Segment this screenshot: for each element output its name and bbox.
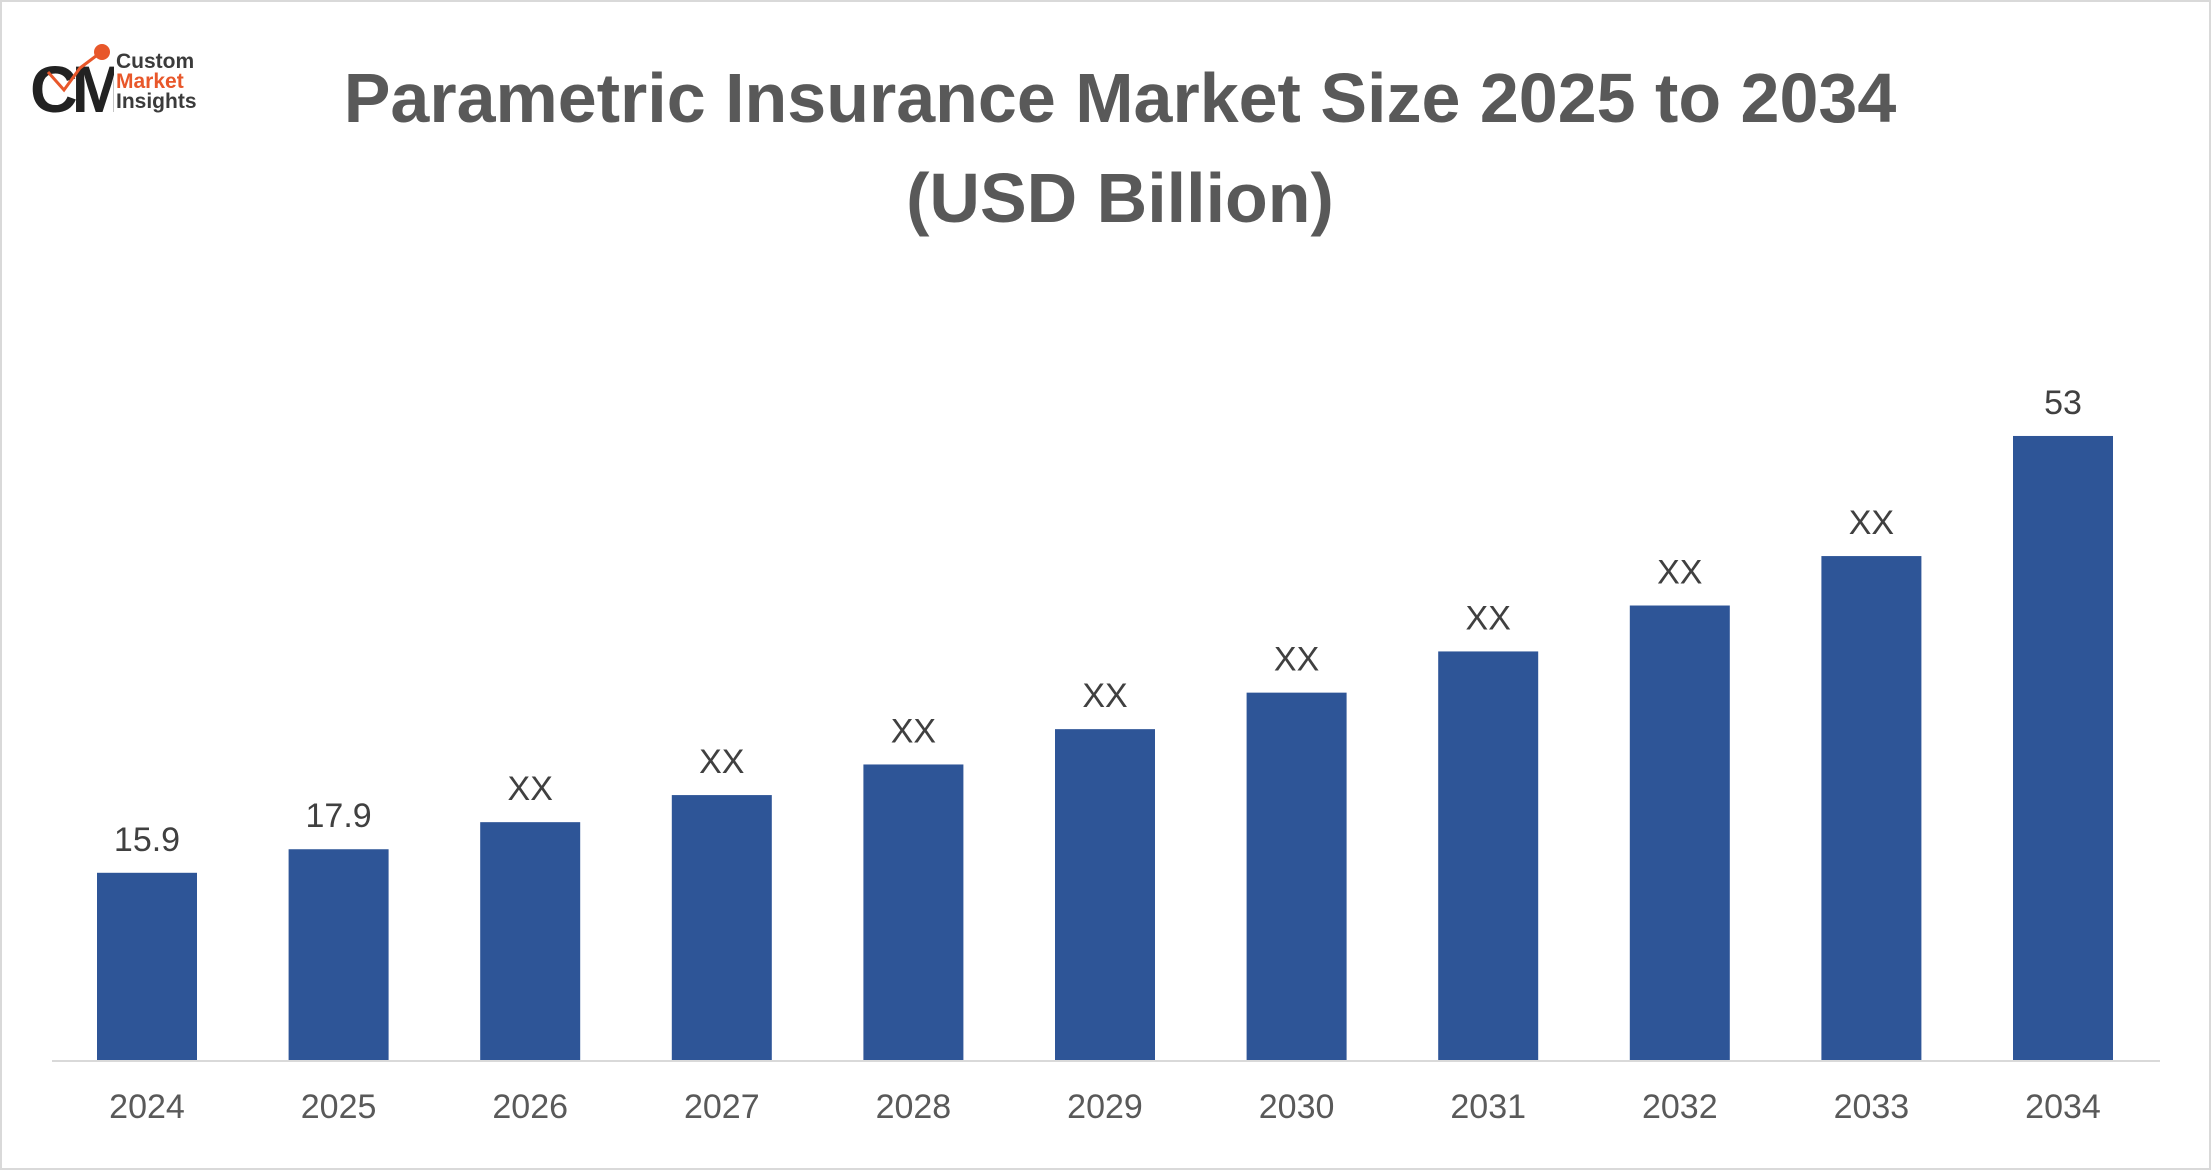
chart-title: Parametric Insurance Market Size 2025 to…	[343, 59, 1897, 137]
x-tick-label-2028: 2028	[876, 1088, 952, 1126]
bar-2028	[863, 764, 964, 1060]
x-tick-label-2030: 2030	[1259, 1088, 1335, 1126]
data-label-2028: XX	[891, 712, 936, 750]
bar-2029	[1055, 729, 1155, 1060]
bar-2034	[2013, 435, 2113, 1060]
logo-text-line1: Custom	[116, 50, 195, 73]
bar-2031	[1438, 651, 1539, 1060]
bar-2025	[288, 849, 389, 1060]
data-label-2032: XX	[1657, 554, 1702, 592]
bar-2032	[1629, 605, 1730, 1060]
x-tick-label-2032: 2032	[1642, 1088, 1718, 1126]
data-label-2030: XX	[1274, 641, 1319, 679]
x-tick-label-2027: 2027	[684, 1088, 760, 1126]
bar-2027	[671, 795, 772, 1060]
chart-title-block: Parametric Insurance Market Size 2025 to…	[0, 48, 2211, 248]
bar-2024	[97, 872, 197, 1060]
x-tick-label-2025: 2025	[301, 1088, 377, 1126]
data-label-2026: XX	[508, 770, 553, 808]
data-label-2027: XX	[699, 743, 744, 781]
x-tick-label-2026: 2026	[492, 1088, 568, 1126]
svg-text:CM: CM	[30, 52, 114, 122]
bar-2030	[1246, 692, 1347, 1060]
x-tick-label-2029: 2029	[1067, 1088, 1143, 1126]
chart-subtitle: (USD Billion)	[906, 159, 1334, 237]
logo-mark-icon: CM	[30, 44, 114, 122]
bar-2026	[480, 822, 581, 1060]
logo-text-line2: Market	[116, 70, 184, 93]
x-tick-label-2033: 2033	[1834, 1088, 1910, 1126]
data-label-2031: XX	[1466, 599, 1511, 637]
data-label-2025: 17.9	[306, 797, 372, 835]
company-logo: CM Custom Market Insights	[30, 38, 220, 128]
data-label-2034: 53	[2044, 384, 2082, 422]
x-tick-label-2024: 2024	[109, 1088, 185, 1126]
data-label-2033: XX	[1849, 504, 1894, 542]
x-tick-label-2034: 2034	[2025, 1088, 2101, 1126]
logo-text-line3: Insights	[116, 90, 197, 113]
x-tick-label-2031: 2031	[1450, 1088, 1526, 1126]
bar-2033	[1821, 556, 1922, 1060]
data-label-2024: 15.9	[114, 821, 180, 859]
data-label-2029: XX	[1082, 677, 1127, 715]
